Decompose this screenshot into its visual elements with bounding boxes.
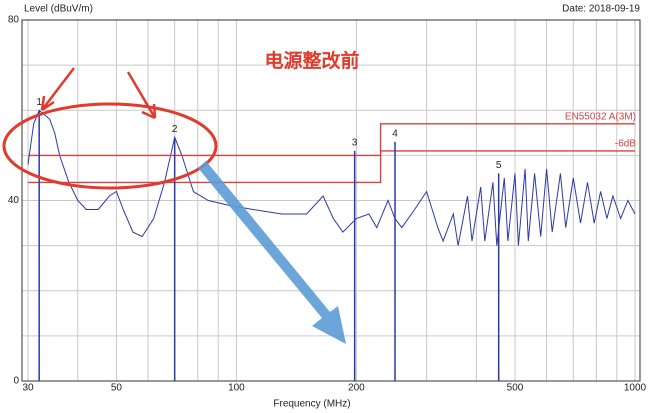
marker-label: 5 (496, 160, 502, 171)
red-arrow (126, 71, 157, 120)
x-tick-label: 200 (348, 383, 365, 394)
y-tick-label: 0 (13, 376, 19, 387)
x-tick-label: 1000 (624, 383, 647, 394)
date: Date: 2018-09-19 (562, 4, 640, 15)
highlight-ellipse (2, 102, 218, 190)
x-tick-label: 30 (22, 383, 34, 394)
spectrum-trace (27, 109, 636, 246)
y-tick-label: 40 (8, 195, 20, 206)
plot-frame (21, 19, 641, 382)
marker-label: 3 (352, 138, 358, 149)
x-tick-label: 50 (111, 383, 123, 394)
x-axis-label: Frequency (MHz) (273, 399, 350, 410)
blue-arrow (198, 161, 346, 344)
marker-label: 1 (36, 97, 42, 108)
red-arrow (40, 67, 75, 112)
limit-label: -6dB (615, 139, 636, 150)
plot (27, 109, 636, 381)
x-tick-label: 100 (228, 383, 245, 394)
y-axis-label: Level (dBuV/m) (24, 4, 93, 15)
limit-line (28, 150, 635, 184)
x-tick-label: 500 (507, 383, 524, 394)
limit-line (28, 123, 635, 157)
limit-label: EN55032 A(3M) (565, 111, 636, 122)
y-tick-label: 80 (8, 15, 20, 26)
annotation: 电源整改前 (264, 49, 359, 72)
marker-label: 2 (172, 124, 178, 135)
marker-label: 4 (392, 128, 398, 139)
